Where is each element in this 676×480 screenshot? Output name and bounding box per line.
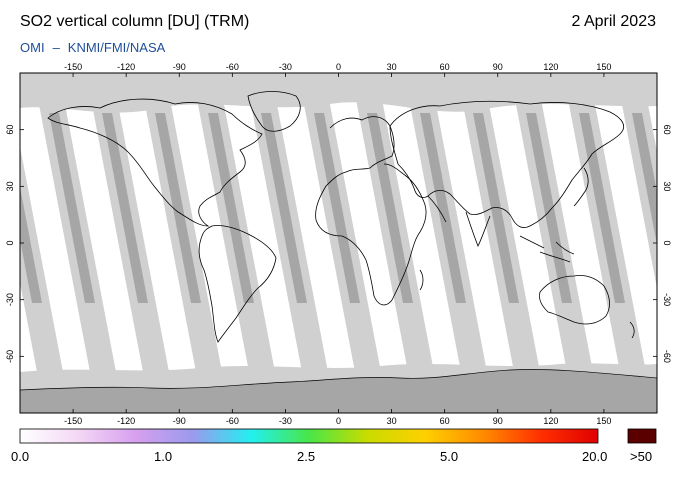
orbit-overlap-strip [420, 113, 466, 303]
orbit-gap-swaths [20, 73, 657, 413]
map-title: SO2 vertical column [DU] (TRM) [20, 13, 250, 30]
latitude-tick-label-right: 0 [662, 240, 672, 245]
arctic-no-data [20, 73, 657, 113]
colorbar-label-5: >50 [630, 449, 653, 464]
madagascar-outline [419, 269, 424, 291]
longitude-tick-label-top: 30 [387, 62, 397, 72]
latitude-tick-label-right: -30 [662, 293, 672, 306]
orbit-overlap-strip [102, 113, 148, 303]
latitude-tick-label-left: -30 [5, 293, 15, 306]
latitude-ticks-left: 60 30 0 -30 -60 [5, 125, 24, 363]
longitude-tick-label-top: -120 [117, 62, 135, 72]
longitude-tick-label-bottom: 60 [440, 416, 450, 426]
longitude-tick-label-bottom: 120 [543, 416, 558, 426]
longitude-tick-label-bottom: 0 [336, 416, 341, 426]
longitude-tick-label-bottom: -60 [226, 416, 239, 426]
longitude-ticks-bottom: -150 -120 -90 -60 -30 0 30 60 90 120 150 [64, 409, 611, 426]
longitude-tick-label-bottom: -90 [173, 416, 186, 426]
longitude-tick-label-bottom: -120 [117, 416, 135, 426]
arabia-india-outline [427, 195, 491, 247]
longitude-tick-label-bottom: 150 [596, 416, 611, 426]
colorbar-label-3: 5.0 [440, 449, 459, 464]
latitude-tick-label-right: -60 [662, 350, 672, 363]
southeast-asia-islands [519, 235, 575, 263]
latitude-tick-label-right: 60 [662, 125, 672, 135]
antarctica-landmass [20, 369, 657, 413]
longitude-tick-label-top: 90 [493, 62, 503, 72]
colorbar-label-2: 2.5 [297, 449, 316, 464]
longitude-tick-label-top: -30 [279, 62, 292, 72]
source-separator: – [52, 40, 60, 55]
new-zealand-outline [629, 321, 635, 339]
longitude-tick-label-top: 150 [596, 62, 611, 72]
orbit-overlap-strip [49, 113, 95, 303]
latitude-tick-label-left: -60 [5, 350, 15, 363]
colorbar-overflow-swatch [627, 428, 657, 444]
orbit-overlap-strip [208, 113, 254, 303]
longitude-ticks-top: -150 -120 -90 -60 -30 0 30 60 90 120 150 [64, 62, 611, 77]
longitude-tick-label-top: 120 [543, 62, 558, 72]
japan-outline [573, 167, 589, 207]
orbit-overlap-strip [314, 113, 360, 303]
colorbar-label-4: 20.0 [582, 449, 608, 464]
continent-outlines [47, 91, 635, 343]
latitude-tick-label-left: 30 [5, 181, 15, 191]
latitude-tick-label-left: 0 [5, 240, 15, 245]
latitude-tick-label-right: 30 [662, 181, 672, 191]
longitude-tick-label-bottom: -30 [279, 416, 292, 426]
greenland-outline [247, 91, 301, 132]
longitude-tick-label-top: -150 [64, 62, 82, 72]
longitude-tick-label-top: 60 [440, 62, 450, 72]
colorbar-label-1: 1.0 [154, 449, 173, 464]
orbit-overlap-strip [261, 113, 307, 303]
longitude-tick-label-bottom: -150 [64, 416, 82, 426]
map-date: 2 April 2023 [571, 13, 656, 30]
orbit-overlap-strip [526, 113, 572, 303]
source-omi: OMI [20, 40, 45, 55]
australia-outline [539, 275, 610, 325]
source-agencies: KNMI/FMI/NASA [67, 40, 166, 55]
longitude-tick-label-top: 0 [336, 62, 341, 72]
orbit-overlap-strip [632, 113, 657, 245]
orbit-overlap-strip [473, 113, 519, 303]
asia-outline [389, 100, 624, 228]
latitude-ticks-right: 60 30 0 -30 -60 [653, 125, 672, 363]
colorbar-label-0: 0.0 [11, 449, 30, 464]
north-america-outline [47, 98, 263, 227]
orbit-overlap-strip [579, 113, 625, 303]
orbit-gap-swath [20, 146, 71, 413]
colorbar [19, 428, 599, 444]
orbit-overlap-strip [155, 113, 201, 303]
longitude-tick-label-bottom: 30 [387, 416, 397, 426]
orbit-overlap-strip [20, 186, 42, 303]
data-source: OMI – KNMI/FMI/NASA [20, 40, 165, 55]
europe-africa-outline [315, 116, 427, 306]
longitude-tick-label-bottom: 90 [493, 416, 503, 426]
latitude-tick-label-left: 60 [5, 125, 15, 135]
longitude-tick-label-top: -90 [173, 62, 186, 72]
orbit-gap-swath [616, 73, 657, 289]
south-america-outline [198, 225, 277, 343]
longitude-tick-label-top: -60 [226, 62, 239, 72]
orbit-overlap-strip [367, 113, 413, 303]
